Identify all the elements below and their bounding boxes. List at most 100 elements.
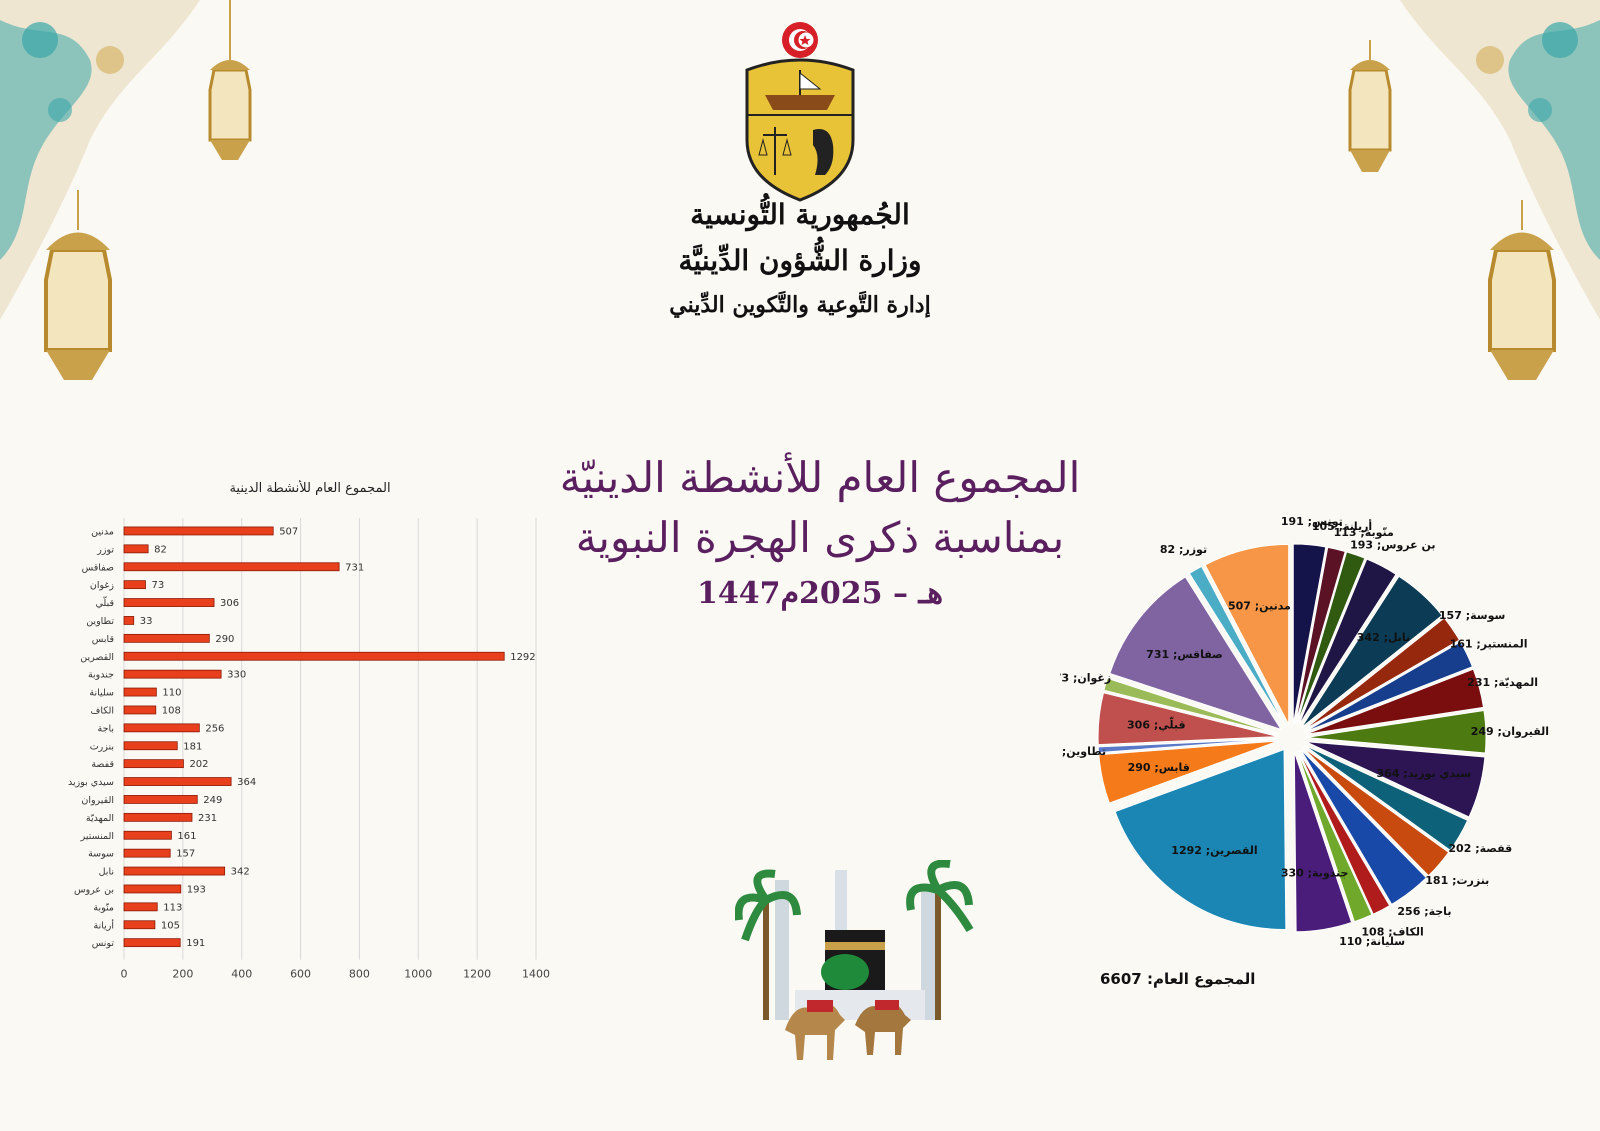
y-category-label: المنستير: [80, 831, 114, 842]
pie-slice: [1204, 543, 1290, 725]
y-category-label: منّوبة: [93, 902, 114, 913]
y-category-label: القيروان: [81, 795, 114, 806]
bar-value-label: 256: [205, 723, 224, 734]
pie-slice-label: قابس; 290: [1128, 761, 1190, 774]
bar-value-label: 191: [186, 938, 205, 949]
pie-slice: [1097, 738, 1279, 754]
header-ministry: وزارة الشُّؤون الدِّينيَّة: [678, 244, 922, 277]
bar: [123, 669, 222, 679]
pie-slice-label: بن عروس; 193: [1350, 539, 1435, 552]
y-category-label: تطاوين: [86, 616, 114, 627]
y-category-label: صفاقس: [82, 562, 114, 573]
pie-slice: [1097, 692, 1279, 746]
pie-slice: [1298, 558, 1397, 726]
title-line-2: بمناسبة ذكرى الهجرة النبوية: [575, 513, 1065, 562]
pie-slice-label: بنزرت; 181: [1425, 874, 1489, 887]
pie-slice: [1296, 551, 1366, 725]
pie-slice: [1300, 748, 1428, 906]
header: الجُمهورية التُّونسية وزارة الشُّؤون الد…: [560, 10, 1040, 340]
y-category-label: الكاف: [90, 705, 114, 716]
title-line-1: المجموع العام للأنشطة الدينيّة: [559, 453, 1081, 502]
pie-slice: [1302, 746, 1450, 877]
bar: [123, 616, 135, 625]
bar: [123, 723, 200, 733]
y-category-label: سوسة: [88, 849, 114, 860]
pie-slice: [1109, 576, 1283, 731]
pie-slice: [1293, 751, 1353, 933]
bar: [123, 902, 158, 912]
pie-slice-label: المنستير; 161: [1450, 638, 1528, 651]
pie-slice-label: سيدي بوزيد; 364: [1377, 767, 1472, 780]
bar-value-label: 73: [151, 580, 164, 591]
y-category-label: قبلّي: [96, 595, 114, 609]
bar: [123, 526, 274, 536]
y-category-label: قفصة: [91, 759, 114, 770]
corner-ornament-left: [0, 0, 200, 320]
pie-total-label: المجموع العام:: [1146, 970, 1256, 988]
bar: [123, 812, 193, 822]
bar-chart-title: المجموع العام للأنشطة الدينية: [229, 480, 390, 496]
bar-value-label: 193: [187, 884, 206, 895]
x-tick-label: 0: [121, 968, 128, 981]
lantern-icon: [1348, 40, 1392, 172]
pie-total-value: 6607: [1100, 970, 1142, 988]
bar: [123, 633, 210, 643]
pie-slice: [1292, 543, 1327, 725]
bar-value-label: 330: [227, 670, 246, 681]
pie-slice-label: قفصة; 202: [1448, 842, 1512, 855]
y-category-label: باجة: [97, 723, 114, 734]
lantern-icon: [208, 0, 252, 160]
bar: [123, 705, 157, 715]
pie-slice: [1103, 677, 1279, 735]
bar-value-label: 161: [177, 831, 196, 842]
pie-slice: [1298, 750, 1391, 915]
pie-slice-label: القيروان; 249: [1471, 725, 1549, 738]
bar-value-label: 290: [215, 634, 234, 645]
pie-slice-label: زغوان; 73: [1060, 672, 1111, 685]
bar: [123, 884, 182, 894]
y-category-label: سليانة: [89, 688, 114, 699]
title-line-3: 1447هـ – 2025م: [696, 576, 944, 611]
x-tick-label: 200: [172, 968, 193, 981]
pie-slice-label: نابل; 342: [1357, 631, 1410, 644]
x-tick-label: 1200: [463, 968, 491, 981]
pie-slice: [1300, 575, 1443, 729]
y-category-label: جندوبة: [88, 670, 114, 681]
y-category-label: المهديّة: [86, 813, 114, 824]
header-department: إدارة التَّوعية والتَّكوين الدِّيني: [669, 292, 931, 318]
bar: [123, 777, 232, 786]
y-category-label: تونس: [92, 938, 115, 949]
bar: [123, 598, 215, 607]
pie-slice-label: باجة; 256: [1397, 905, 1451, 918]
bar-value-label: 181: [183, 741, 202, 752]
bar-value-label: 113: [163, 902, 182, 913]
bar: [123, 651, 505, 661]
bar-chart: المجموع العام للأنشطة الدينية مدنين توزر ص…: [68, 480, 550, 981]
bar: [123, 866, 226, 876]
y-category-label: قابس: [92, 634, 114, 645]
header-country: الجُمهورية التُّونسية: [690, 198, 910, 231]
bar-value-label: 364: [237, 777, 256, 788]
lantern-icon: [44, 190, 112, 380]
pie-slice: [1188, 565, 1286, 727]
pie-slice-label: توزر; 82: [1160, 543, 1207, 556]
pie-slice-label: تطاوين; 33: [1060, 745, 1106, 758]
bar-value-label: 342: [231, 867, 250, 878]
bar-value-label: 82: [154, 544, 167, 555]
lantern-icon: [1488, 200, 1556, 380]
bar: [123, 580, 146, 590]
pie-slice: [1294, 546, 1346, 725]
pie-slice-label: سوسة; 157: [1439, 609, 1505, 622]
bar-value-label: 306: [220, 598, 239, 609]
bar: [123, 938, 181, 948]
palm-tree-icon: [735, 860, 974, 1020]
pie-slice-label: القصرين; 1292: [1171, 844, 1257, 857]
bar-value-label: 1292: [510, 652, 535, 663]
bar-value-label: 105: [161, 920, 180, 931]
pie-slice-label: منّوبة; 113: [1334, 526, 1394, 539]
x-tick-label: 800: [349, 968, 370, 981]
camel-icon: [785, 1000, 911, 1060]
y-category-label: سيدي بوزيد: [68, 777, 114, 788]
pie-slice: [1304, 641, 1474, 733]
